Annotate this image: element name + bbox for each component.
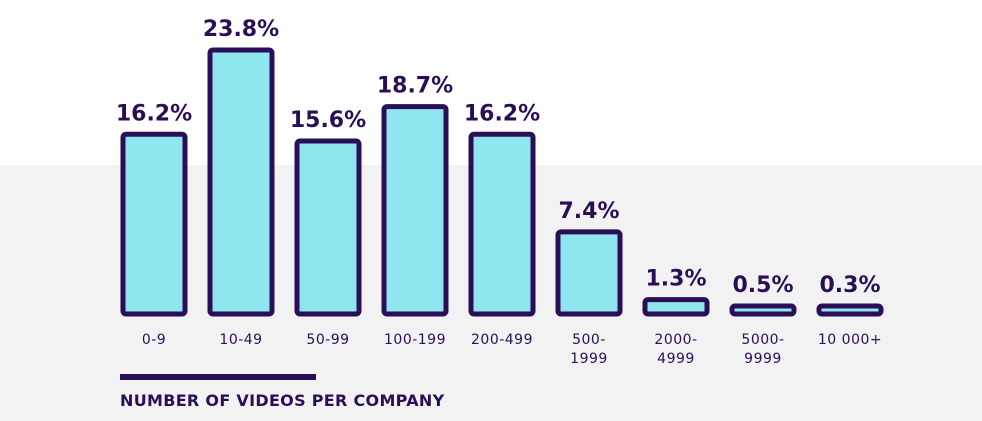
category-label-0: 0-9 <box>142 332 166 348</box>
value-label-6: 1.3% <box>645 267 706 292</box>
bar-6 <box>642 297 710 317</box>
bar-3 <box>381 104 449 317</box>
value-label-8: 0.3% <box>819 273 880 298</box>
bar-4 <box>468 131 536 317</box>
bar-5 <box>555 229 623 317</box>
category-label-6: 2000-4999 <box>654 332 697 367</box>
category-label-4: 200-499 <box>471 332 533 348</box>
value-label-7: 0.5% <box>732 273 793 298</box>
value-label-0: 16.2% <box>116 101 192 126</box>
axis-accent-line <box>120 374 316 380</box>
category-label-5: 500-1999 <box>570 332 608 367</box>
category-label-2: 50-99 <box>306 332 349 348</box>
bar-1 <box>207 47 275 317</box>
value-label-2: 15.6% <box>290 108 366 133</box>
value-label-1: 23.8% <box>203 17 279 42</box>
category-label-3: 100-199 <box>384 332 446 348</box>
bar-0 <box>120 131 188 317</box>
bar-7 <box>729 303 797 317</box>
value-label-5: 7.4% <box>558 199 619 224</box>
bar-2 <box>294 138 362 317</box>
value-label-3: 18.7% <box>377 74 453 99</box>
category-label-7: 5000-9999 <box>741 332 784 367</box>
bar-8 <box>816 303 884 317</box>
category-label-8: 10 000+ <box>818 332 882 348</box>
category-label-1: 10-49 <box>219 332 262 348</box>
value-label-4: 16.2% <box>464 101 540 126</box>
x-axis-label: NUMBER OF VIDEOS PER COMPANY <box>120 391 445 410</box>
